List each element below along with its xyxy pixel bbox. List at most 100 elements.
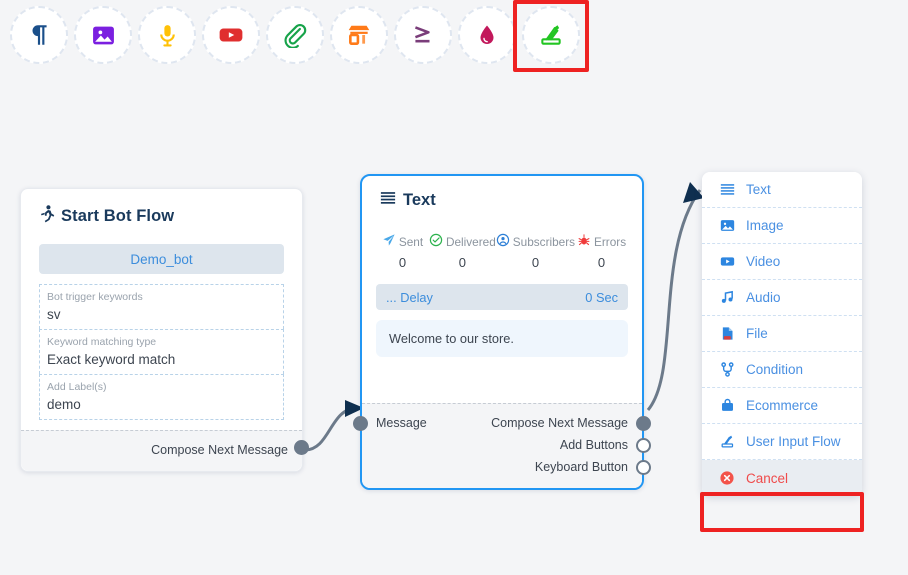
running-person-icon <box>39 205 55 228</box>
stat-subscribers: Subscribers 0 <box>496 233 575 270</box>
send-paper-plane-icon <box>382 233 396 250</box>
paragraph-text-icon <box>26 22 52 48</box>
stat-delivered: Delivered 0 <box>429 233 496 270</box>
user-circle-subscribers-icon <box>496 233 510 250</box>
menu-item-condition[interactable]: Condition <box>702 352 862 388</box>
toolbar-item-condition[interactable] <box>394 6 452 64</box>
text-node-title: Text <box>362 176 642 211</box>
toolbar-item-text[interactable] <box>10 6 68 64</box>
stat-label: Delivered <box>445 234 496 249</box>
youtube-video-icon <box>218 22 244 48</box>
text-out-port-dot-keyboard[interactable] <box>636 460 651 475</box>
toolbar-item-image[interactable] <box>74 6 132 64</box>
text-out-port-label-compose: Compose Next Message <box>491 416 628 430</box>
start-node-body: Start Bot Flow Demo_bot Bot trigger keyw… <box>21 189 302 426</box>
text-lines-icon <box>718 182 736 197</box>
text-node-port-row-3: Keyboard Button <box>376 456 628 478</box>
check-circle-delivered-icon <box>429 233 443 250</box>
delay-bar[interactable]: ... Delay 0 Sec <box>376 284 628 310</box>
menu-item-label: User Input Flow <box>746 434 841 449</box>
flow-canvas[interactable]: Start Bot Flow Demo_bot Bot trigger keyw… <box>0 72 908 575</box>
bot-name-text: Demo_bot <box>130 251 193 267</box>
stat-label: Subscribers <box>512 234 576 249</box>
menu-item-label: Ecommerce <box>746 398 819 413</box>
stat-errors: Errors 0 <box>575 233 628 270</box>
field-label: Add Label(s) <box>47 381 107 393</box>
menu-item-text[interactable]: Text <box>702 172 862 208</box>
message-text: Welcome to our store. <box>389 331 514 346</box>
image-icon <box>718 218 736 233</box>
menu-item-image[interactable]: Image <box>702 208 862 244</box>
delay-label: ... Delay <box>386 289 433 305</box>
field-add-labels[interactable]: Add Label(s) demo <box>39 374 284 420</box>
briefcase-ecommerce-icon <box>718 398 736 413</box>
start-bot-flow-node[interactable]: Start Bot Flow Demo_bot Bot trigger keyw… <box>20 188 309 472</box>
field-label: Keyword matching type <box>47 336 157 348</box>
text-out-port-label-add-buttons: Add Buttons <box>559 438 628 452</box>
menu-item-user-input-flow[interactable]: User Input Flow <box>702 424 862 460</box>
text-in-port-dot[interactable] <box>353 416 368 431</box>
field-bot-trigger-keywords[interactable]: Bot trigger keywords sv <box>39 284 284 329</box>
toolbar-item-droplet[interactable] <box>458 6 516 64</box>
field-value: Exact keyword match <box>47 352 176 367</box>
edge-text-to-menu <box>646 189 702 411</box>
toolbar-item-file[interactable] <box>266 6 324 64</box>
menu-item-audio[interactable]: Audio <box>702 280 862 316</box>
field-value: sv <box>47 307 61 322</box>
text-in-port-label: Message <box>376 416 427 430</box>
toolbar-item-ecommerce[interactable] <box>330 6 388 64</box>
greater-equal-condition-icon <box>410 22 436 48</box>
paperclip-file-icon <box>282 22 308 48</box>
edge-arrow-menu <box>683 182 704 203</box>
text-node-port-row-2: Add Buttons <box>376 434 628 456</box>
start-node-title: Start Bot Flow <box>39 205 284 228</box>
toolbar-item-audio[interactable] <box>138 6 196 64</box>
message-bubble[interactable]: Welcome to our store. <box>376 320 628 357</box>
field-keyword-matching-type[interactable]: Keyword matching type Exact keyword matc… <box>39 329 284 374</box>
video-play-icon <box>718 254 736 269</box>
stat-sent: Sent 0 <box>376 233 429 270</box>
menu-item-cancel[interactable]: Cancel <box>702 460 862 496</box>
stat-value: 0 <box>531 255 540 270</box>
menu-item-label: Image <box>746 218 784 233</box>
edge-arrow-text <box>345 400 364 417</box>
text-node-footer: Message Compose Next Message Add Buttons… <box>353 403 651 488</box>
toolbar-item-video[interactable] <box>202 6 260 64</box>
stat-value: 0 <box>458 255 466 270</box>
droplet-icon <box>475 23 499 47</box>
menu-item-ecommerce[interactable]: Ecommerce <box>702 388 862 424</box>
toolbar-item-user-input-flow[interactable] <box>522 6 580 64</box>
text-node-stats: Sent 0 Delivered 0 <box>362 211 642 270</box>
music-note-audio-icon <box>718 290 736 305</box>
flow-edges <box>304 182 704 452</box>
image-icon <box>91 23 116 48</box>
field-value: demo <box>47 397 81 412</box>
stat-label: Errors <box>593 234 627 249</box>
bot-name-pill[interactable]: Demo_bot <box>39 244 284 274</box>
text-out-port-dot-add-buttons[interactable] <box>636 438 651 453</box>
menu-item-label: Cancel <box>746 470 789 486</box>
start-out-port-dot[interactable] <box>294 440 309 455</box>
menu-item-label: Video <box>746 254 781 269</box>
text-out-port-dot-compose[interactable] <box>636 416 651 431</box>
cancel-circle-icon <box>718 470 736 486</box>
stat-value: 0 <box>597 255 606 270</box>
node-type-menu[interactable]: Text Image <box>700 172 864 532</box>
store-ecommerce-icon <box>346 22 372 48</box>
menu-item-label: Condition <box>746 362 804 377</box>
start-node-footer: Compose Next Message <box>21 430 309 471</box>
menu-item-file[interactable]: File <box>702 316 862 352</box>
text-node-port-row-1: Message Compose Next Message <box>376 412 628 434</box>
bug-errors-icon <box>577 233 591 250</box>
node-type-toolbar <box>0 0 908 72</box>
menu-item-label: Text <box>746 182 771 197</box>
delay-value: 0 Sec <box>585 289 618 305</box>
stat-value: 0 <box>398 255 407 270</box>
text-message-node[interactable]: Text Sent 0 <box>353 174 651 490</box>
pdf-file-icon <box>718 326 736 341</box>
menu-item-video[interactable]: Video <box>702 244 862 280</box>
list-lines-icon <box>380 190 396 211</box>
text-node-title-text: Text <box>403 191 436 209</box>
start-node-out-port-row[interactable]: Compose Next Message <box>35 439 288 461</box>
